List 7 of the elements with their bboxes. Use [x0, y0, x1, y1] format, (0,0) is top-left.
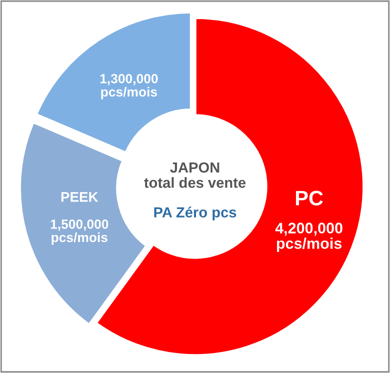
slice-label: PEEK — [61, 192, 98, 202]
data-label: 1,500,000 pcs/mois — [50, 219, 108, 245]
slice-label: PC — [296, 190, 323, 206]
text: JAPON total des vente — [144, 162, 246, 188]
text: PA Zéro pcs — [154, 206, 236, 220]
data-label: 4,200,000 pcs/mois — [275, 222, 342, 252]
data-label: 1,300,000 pcs/mois — [100, 74, 158, 100]
